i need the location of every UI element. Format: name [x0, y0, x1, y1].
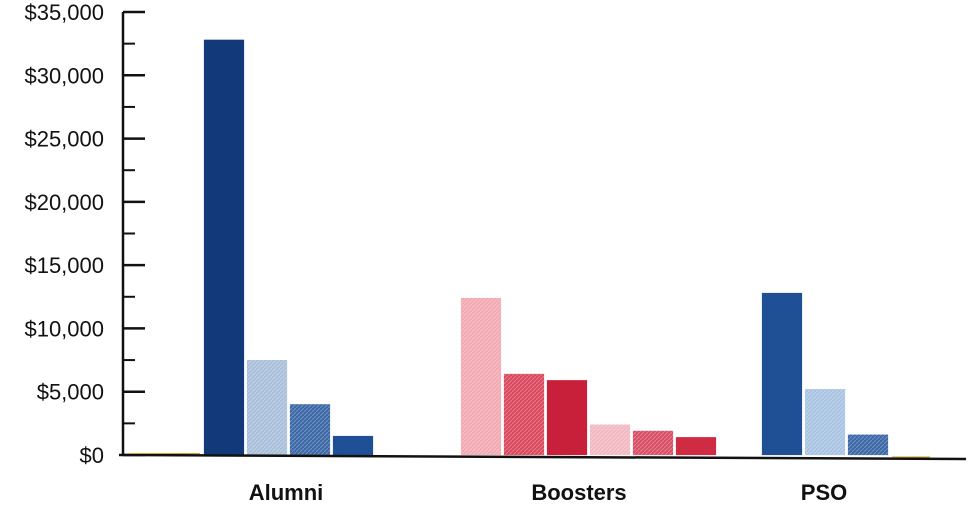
- y-tick-label: $5,000: [37, 380, 104, 405]
- x-category-label: PSO: [801, 480, 847, 505]
- bar-hatch-overlay: [633, 430, 673, 455]
- bars: [203, 39, 889, 456]
- bar-hatch-overlay: [504, 373, 544, 455]
- x-axis-line: [118, 453, 967, 461]
- y-tick-label: $35,000: [24, 0, 104, 25]
- y-axis: $0 $5,000 $10,000 $15,000 $20,000 $25,000 $30,…: [24, 0, 145, 468]
- bar-hatch-overlay: [590, 424, 630, 455]
- y-tick-label: $25,000: [24, 127, 104, 152]
- bar-hatch-overlay: [805, 389, 845, 455]
- y-tick-label: $15,000: [24, 253, 104, 278]
- x-category-label: Alumni: [249, 480, 324, 505]
- bar-boosters-3: [547, 380, 587, 455]
- bar-hatch-overlay: [247, 360, 287, 455]
- bar-outline: [546, 380, 588, 456]
- y-tick-label: $10,000: [24, 316, 104, 341]
- bar-hatch-overlay: [290, 404, 330, 455]
- y-tick-label: $30,000: [24, 63, 104, 88]
- bar-alumni-1: [204, 39, 244, 456]
- y-tick-label: $20,000: [24, 190, 104, 215]
- bar-boosters-6: [676, 437, 716, 455]
- bar-pso-1: [762, 292, 802, 455]
- x-axis: Alumni Boosters PSO: [118, 453, 967, 505]
- x-category-label: Boosters: [531, 480, 626, 505]
- bar-hatch-overlay: [848, 434, 888, 455]
- y-tick-label: $0: [80, 443, 104, 468]
- bar-alumni-4: [333, 436, 373, 455]
- bar-hatch-overlay: [461, 298, 501, 455]
- bar-outline: [332, 435, 374, 456]
- bar-outline: [761, 292, 803, 456]
- bar-outline: [675, 437, 717, 456]
